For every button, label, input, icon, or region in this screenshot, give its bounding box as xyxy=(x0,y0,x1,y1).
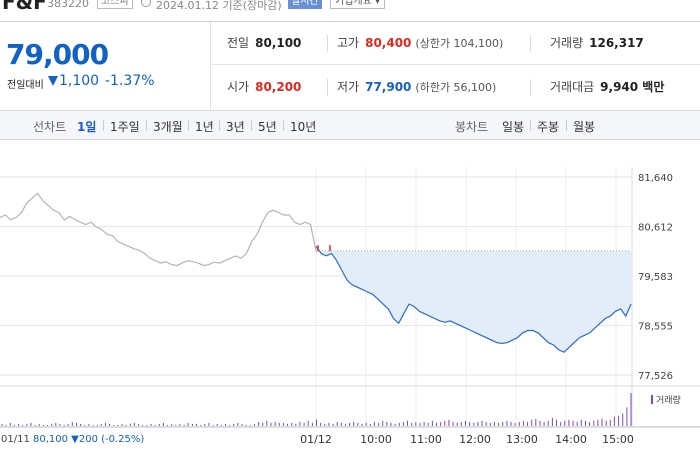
stock-name: F&F xyxy=(2,0,47,14)
divider xyxy=(188,120,189,131)
tab-period-3m[interactable]: 3개월 xyxy=(153,120,183,134)
date-basis: 2024.01.12 기준(장마감) xyxy=(156,0,282,12)
clock-icon xyxy=(141,0,151,7)
amount-value: 9,940 백만 xyxy=(600,80,665,94)
prev-day-line xyxy=(0,192,317,267)
high-value: 80,400 xyxy=(365,36,412,50)
current-price: 79,000 xyxy=(6,38,109,71)
candle-chart-tab[interactable]: 봉차트 xyxy=(455,120,489,134)
tab-period-5y[interactable]: 5년 xyxy=(258,120,277,134)
open-label: 시가 xyxy=(227,80,250,94)
amount-label: 거래대금 xyxy=(550,80,595,94)
legend-date: 01/11 xyxy=(1,434,30,445)
realtime-button[interactable]: 실시간 xyxy=(288,0,322,9)
tab-candle-weekly[interactable]: 주봉 xyxy=(537,120,560,134)
company-overview-button[interactable]: 기업개요 ▾ xyxy=(330,0,385,9)
x-tick-label: 10:00 xyxy=(360,433,392,446)
down-arrow-icon xyxy=(48,76,58,86)
divider xyxy=(327,79,328,96)
chart-period-tabs: 선차트 1일 1주일 3개월 1년 3년 5년 10년 봉차트 일봉 주봉 월봉 xyxy=(0,110,700,140)
open-value: 80,200 xyxy=(255,80,302,94)
market-badge: 코스피 xyxy=(97,0,133,9)
change-label: 전일대비 xyxy=(7,80,44,91)
low-price: 저가 77,900 (하한가 56,100) xyxy=(337,66,496,109)
lower-limit: (하한가 56,100) xyxy=(415,81,497,94)
tab-candle-daily[interactable]: 일봉 xyxy=(502,120,525,134)
tab-candle-monthly[interactable]: 월봉 xyxy=(573,120,596,134)
today-line xyxy=(315,245,632,353)
change-amount: 1,100 xyxy=(59,73,100,89)
upper-limit: (상한가 104,100) xyxy=(415,37,504,50)
low-value: 77,900 xyxy=(365,80,412,94)
legend-value: 80,100 ▼200 (-0.25%) xyxy=(33,434,145,445)
divider xyxy=(530,35,531,52)
tab-period-1w[interactable]: 1주일 xyxy=(110,120,140,134)
volume-label: 거래량 xyxy=(550,36,584,50)
x-tick-label: 13:00 xyxy=(506,433,538,446)
today-fill-area xyxy=(316,246,631,353)
intraday-price-chart[interactable]: 81,640 80,612 79,583 78,555 77,526 01/12 10:00… xyxy=(0,141,700,450)
prev-close-value: 80,100 xyxy=(255,36,302,50)
x-tick-label: 01/12 xyxy=(300,433,332,446)
trade-amount: 거래대금 9,940 백만 xyxy=(550,66,664,109)
divider xyxy=(530,120,531,131)
change-percent: -1.37% xyxy=(105,73,155,89)
x-tick-label: 11:00 xyxy=(410,433,442,446)
divider xyxy=(283,120,284,131)
prev-close: 전일 80,100 xyxy=(227,22,301,65)
divider xyxy=(219,120,220,131)
tab-period-10y[interactable]: 10년 xyxy=(290,120,317,134)
low-label: 저가 xyxy=(337,80,360,94)
high-label: 고가 xyxy=(337,36,360,50)
y-tick-label: 78,555 xyxy=(638,321,673,332)
divider xyxy=(103,120,104,131)
tab-period-1d[interactable]: 1일 xyxy=(77,120,97,134)
divider xyxy=(251,120,252,131)
volume: 거래량 126,317 xyxy=(550,22,644,65)
divider xyxy=(566,120,567,131)
x-tick-label: 14:00 xyxy=(555,433,587,446)
tab-period-3y[interactable]: 3년 xyxy=(226,120,245,134)
divider xyxy=(327,35,328,52)
open-price: 시가 80,200 xyxy=(227,66,301,109)
volume-value: 126,317 xyxy=(589,36,644,50)
stock-code: 383220 xyxy=(47,0,89,10)
x-tick-label: 15:00 xyxy=(602,433,634,446)
divider xyxy=(146,120,147,131)
y-tick-label: 81,640 xyxy=(638,173,673,184)
y-tick-label: 79,583 xyxy=(638,272,673,283)
y-tick-label: 80,612 xyxy=(638,222,673,233)
tab-period-1y[interactable]: 1년 xyxy=(195,120,214,134)
price-summary: 79,000 전일대비 1,100 -1.37% 전일 80,100 고가 80,4… xyxy=(0,21,700,110)
high-price: 고가 80,400 (상한가 104,100) xyxy=(337,22,503,65)
divider xyxy=(530,79,531,96)
x-tick-label: 12:00 xyxy=(459,433,491,446)
volume-legend: 거래량 xyxy=(651,393,681,406)
stock-header: F&F 383220 코스피 2024.01.12 기준(장마감) 실시간 기업… xyxy=(0,0,700,14)
line-chart-tab[interactable]: 선차트 xyxy=(33,120,67,134)
summary-row-2: 시가 80,200 저가 77,900 (하한가 56,100) 거래대금 9,940 … xyxy=(212,66,700,109)
prev-close-label: 전일 xyxy=(227,36,250,50)
y-tick-label: 77,526 xyxy=(638,371,673,382)
summary-row-1: 전일 80,100 고가 80,400 (상한가 104,100) 거래량 126,31… xyxy=(212,22,700,65)
prev-day-legend: 01/11 80,100 ▼200 (-0.25%) xyxy=(1,434,145,445)
change-value: 1,100 xyxy=(48,73,99,89)
current-price-box: 79,000 전일대비 1,100 -1.37% xyxy=(0,22,211,110)
